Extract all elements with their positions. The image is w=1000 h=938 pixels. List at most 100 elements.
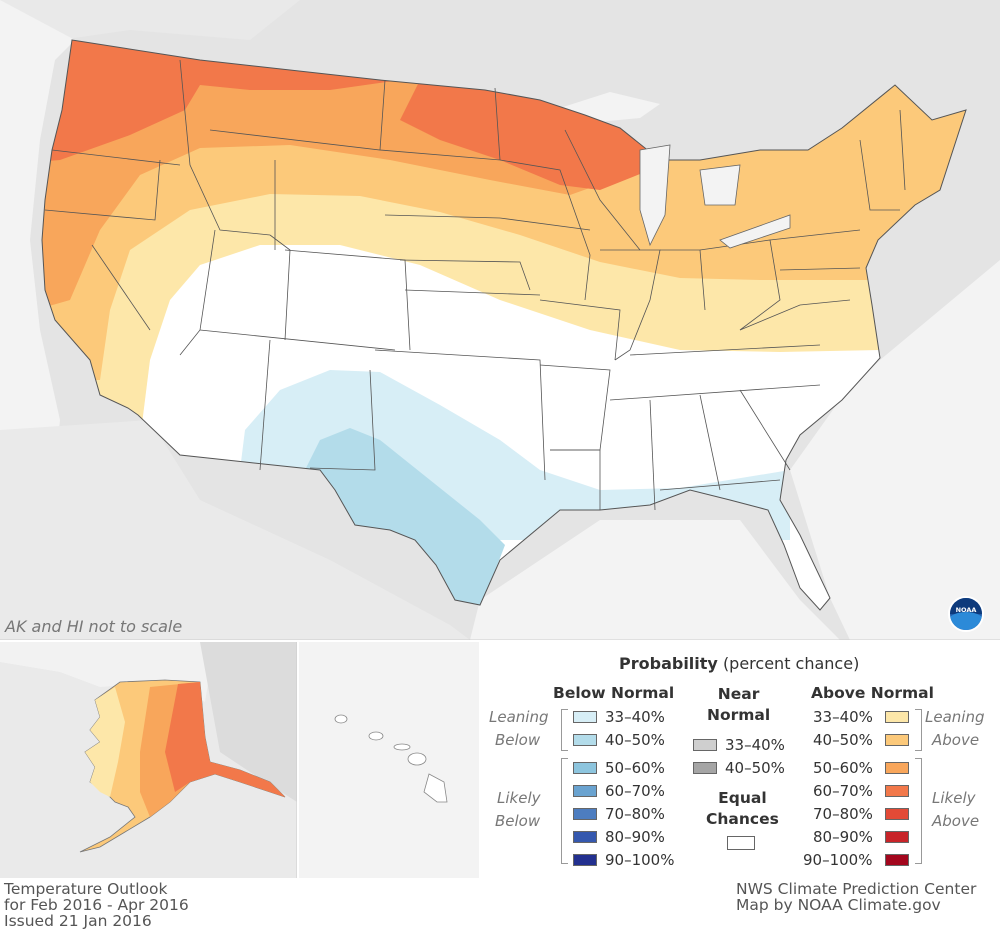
- border-pa-south: [779, 267, 861, 271]
- border-ks-ok: [404, 289, 541, 296]
- border-four-corners-row: [199, 329, 396, 351]
- near-normal-heading: Near Normal: [707, 685, 771, 724]
- label-below-60-70: 60–70%: [605, 782, 665, 800]
- border-mo: [539, 299, 621, 361]
- alaska-inset: [0, 642, 297, 878]
- footer-right: NWS Climate Prediction Center Map by NOA…: [736, 881, 976, 913]
- swatch-below-33-40: [573, 711, 597, 723]
- outlook-title: Temperature Outlook: [4, 880, 168, 898]
- label-above-70-80: 70–80%: [813, 805, 873, 823]
- legend-title: Probability (percent chance): [619, 654, 859, 673]
- hawaii-inset-bg: [299, 642, 479, 878]
- label-near-33-40: 33–40%: [725, 736, 785, 754]
- swatch-below-60-70: [573, 785, 597, 797]
- lake-erie: [719, 214, 791, 249]
- alaska-inset-ocean: [0, 642, 215, 702]
- swatch-above-40-50: [885, 734, 909, 746]
- island-oahu: [368, 731, 384, 741]
- border-wi: [564, 129, 641, 251]
- island-kauai: [334, 714, 348, 724]
- border-ia-north: [499, 217, 591, 231]
- island-maui: [407, 752, 427, 766]
- border-ok-tx: [374, 349, 546, 481]
- border-al-ga: [699, 394, 721, 491]
- border-ca-nv: [91, 244, 151, 331]
- swatch-near-40-50: [693, 762, 717, 774]
- lake-huron: [699, 164, 741, 206]
- label-above-60-70: 60–70%: [813, 782, 873, 800]
- border-sd-ne: [384, 214, 501, 219]
- credit-climate-gov: Map by NOAA Climate.gov: [736, 896, 941, 914]
- label-above-90-100: 90–100%: [803, 851, 873, 869]
- swatch-equal-chances: [727, 836, 755, 850]
- issue-date: Issued 21 Jan 2016: [4, 912, 152, 930]
- border-new-england: [859, 139, 900, 211]
- border-ga-sc: [739, 389, 791, 471]
- legend-title-bold: Probability: [619, 654, 718, 673]
- border-ne-ks: [399, 259, 531, 291]
- atlantic-ocean: [790, 260, 1000, 640]
- noaa-logo-wave: [950, 612, 982, 630]
- likely-label-left: Likely: [497, 789, 541, 807]
- border-pa-ny: [769, 229, 861, 241]
- border-ms-al: [649, 399, 656, 511]
- label-below-90-100: 90–100%: [605, 851, 675, 869]
- bracket-above-leaning: [915, 709, 922, 751]
- border-la: [550, 449, 601, 510]
- label-near-40-50: 40–50%: [725, 759, 785, 777]
- hawaii-islands: [334, 714, 448, 803]
- border-nm: [309, 369, 376, 471]
- noaa-logo-text: NOAA: [955, 606, 977, 614]
- hawaii-inset: [299, 642, 479, 878]
- footer-left: Temperature Outlook for Feb 2016 - Apr 2…: [4, 881, 189, 929]
- legend-title-rest: (percent chance): [722, 654, 860, 673]
- border-fl: [659, 479, 781, 491]
- label-below-40-50: 40–50%: [605, 731, 665, 749]
- swatch-near-33-40: [693, 739, 717, 751]
- lake-michigan: [639, 144, 671, 247]
- label-above-80-90: 80–90%: [813, 828, 873, 846]
- above-label-leaning: Above: [932, 731, 980, 749]
- outlook-period: for Feb 2016 - Apr 2016: [4, 896, 189, 914]
- swatch-above-90-100: [885, 854, 909, 866]
- border-id: [179, 59, 271, 236]
- above-normal-heading: Above Normal: [811, 684, 934, 702]
- swatch-above-70-80: [885, 808, 909, 820]
- swatch-above-50-60: [885, 762, 909, 774]
- island-molokai: [393, 743, 411, 751]
- below-normal-heading: Below Normal: [553, 684, 675, 702]
- leaning-label-left: Leaning: [489, 708, 549, 726]
- label-above-33-40: 33–40%: [813, 708, 873, 726]
- conus-map: AK and HI not to scale: [0, 0, 1000, 640]
- below-40-50: [305, 428, 505, 610]
- label-above-50-60: 50–60%: [813, 759, 873, 777]
- swatch-above-33-40: [885, 711, 909, 723]
- scale-note: AK and HI not to scale: [4, 617, 182, 636]
- canada-region: [0, 0, 300, 60]
- label-below-50-60: 50–60%: [605, 759, 665, 777]
- border-az-nm: [259, 339, 271, 471]
- label-below-80-90: 80–90%: [605, 828, 665, 846]
- label-below-70-80: 70–80%: [605, 805, 665, 823]
- us-outline: [41, 39, 967, 611]
- bracket-above-likely: [915, 758, 922, 864]
- below-label-likely: Below: [495, 812, 541, 830]
- legend: Probability (percent chance) Below Norma…: [481, 642, 1000, 878]
- swatch-above-60-70: [885, 785, 909, 797]
- bracket-below-likely: [561, 758, 568, 864]
- noaa-logo: NOAA: [948, 596, 984, 632]
- swatch-below-50-60: [573, 762, 597, 774]
- leaning-label-right: Leaning: [925, 708, 985, 726]
- gulf-of-mexico: [470, 520, 840, 640]
- label-above-40-50: 40–50%: [813, 731, 873, 749]
- credit-cpc: NWS Climate Prediction Center: [736, 880, 977, 898]
- alaska-above-33-40: [85, 687, 125, 797]
- above-60-70-north: [400, 80, 660, 190]
- mexico-region: [0, 420, 470, 640]
- border-tn-south: [609, 384, 821, 401]
- noaa-logo-sky: [950, 598, 982, 614]
- alaska-inset-canada: [200, 642, 297, 802]
- border-or-south: [44, 159, 161, 221]
- above-label-likely: Above: [932, 812, 980, 830]
